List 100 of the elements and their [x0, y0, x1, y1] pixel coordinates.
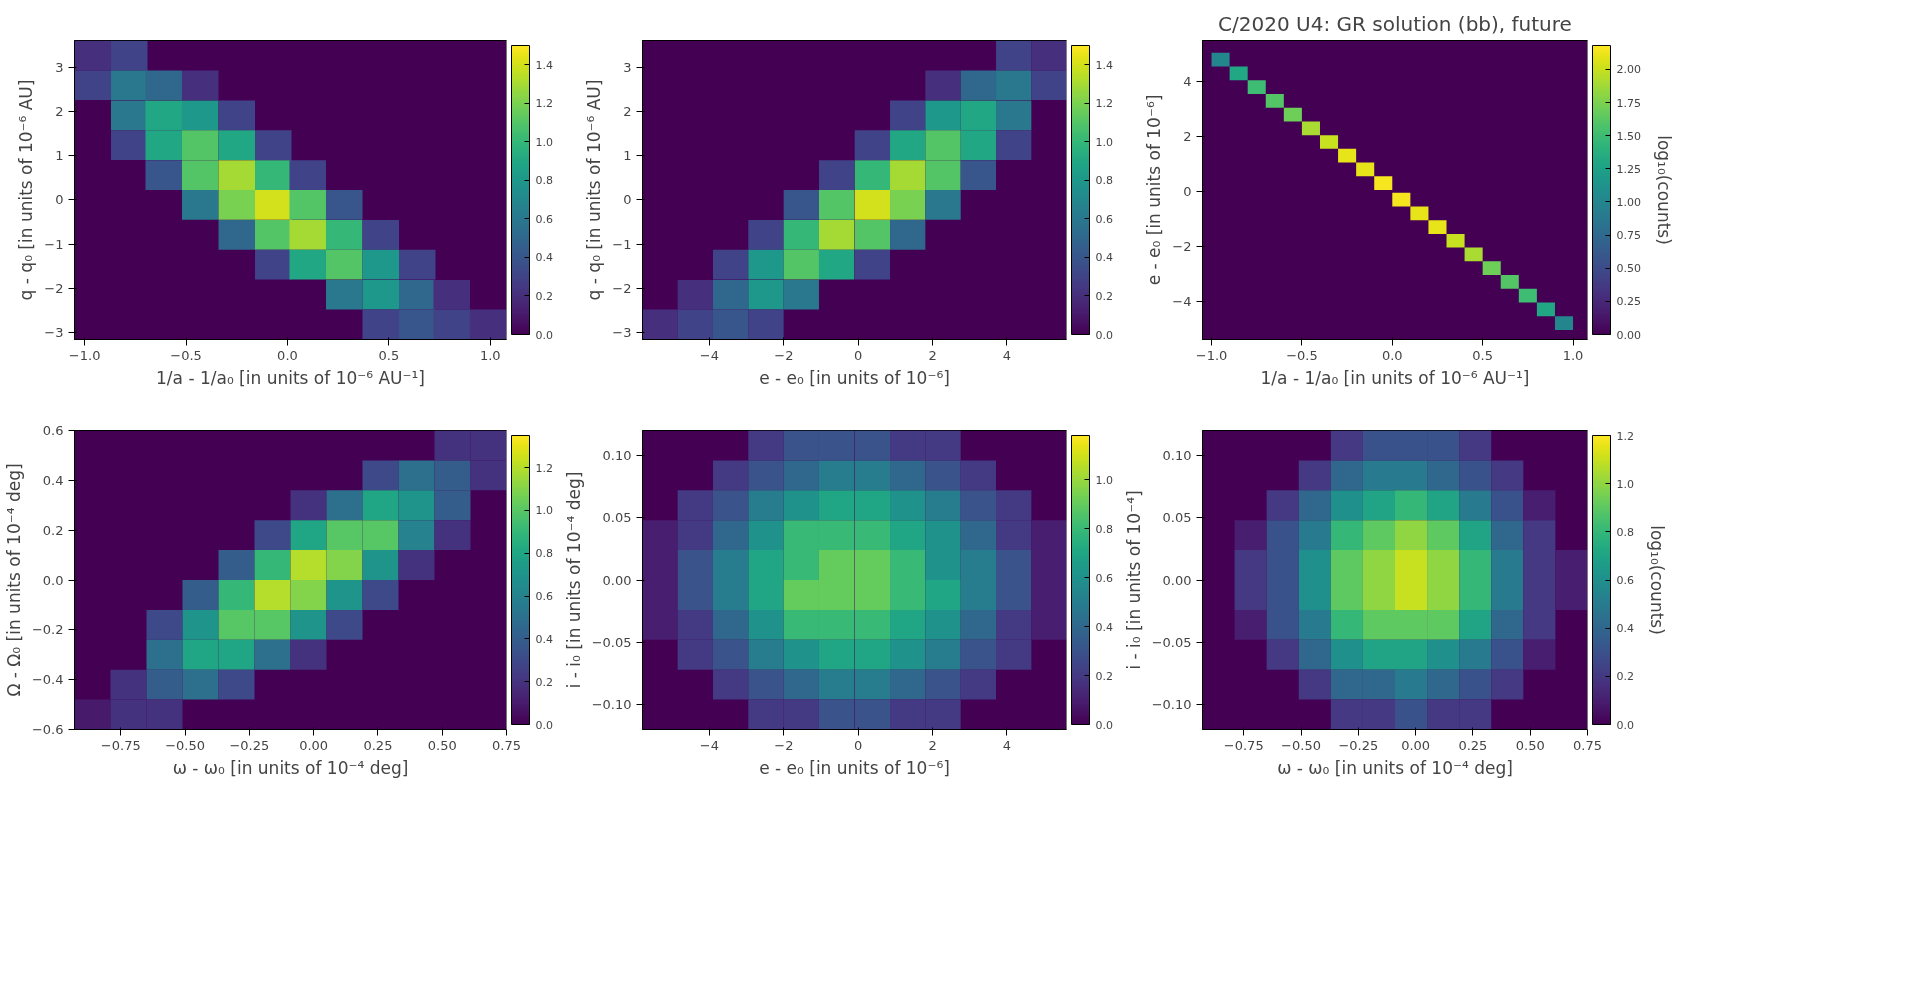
x-tick-label: −0.75 [100, 737, 141, 753]
y-tick-label: 2 [55, 103, 64, 119]
x-tick-label: −0.5 [170, 347, 202, 363]
color-bar-label: 1.4 [1095, 58, 1113, 72]
y-tick-label: −3 [44, 325, 64, 341]
color-bar-label: 0.0 [535, 718, 553, 732]
color-bar-label: 1.0 [1095, 473, 1113, 487]
color-bar-label: 0.0 [1616, 718, 1634, 732]
color-bar-label: 1.4 [535, 58, 553, 72]
x-axis-title: ω - ω₀ [in units of 10⁻⁴ deg] [172, 757, 409, 778]
color-bar-label: 0.6 [1616, 574, 1634, 587]
color-bar-label: 1.75 [1616, 96, 1641, 110]
x-tick-label: −0.25 [1338, 737, 1379, 753]
x-axis-title: e - e₀ [in units of 10⁻⁶] [759, 757, 950, 778]
y-tick-label: 0.6 [42, 423, 64, 438]
x-tick-label: −0.50 [165, 737, 205, 753]
color-bar-label: 1.2 [1095, 97, 1113, 111]
chart-title: C/2020 U4: GR solution (bb), future [1218, 11, 1572, 36]
color-bar-label: 1.00 [1616, 195, 1641, 209]
color-bar-title: log₁₀(counts) [1653, 135, 1674, 245]
color-bar-label: 0.2 [1616, 670, 1634, 684]
color-bar-label: 0.6 [1095, 571, 1113, 585]
color-bar-label: 0.6 [1095, 212, 1113, 226]
y-tick-label: 1 [55, 148, 64, 164]
color-bar-label: 1.2 [1616, 429, 1634, 443]
y-tick-label: 0.4 [42, 472, 64, 488]
y-tick-label: 0 [1183, 183, 1192, 199]
x-tick-label: −2 [774, 347, 794, 363]
y-tick-label: −0.4 [31, 672, 64, 688]
y-tick-label: 2 [623, 103, 632, 119]
y-tick-label: 0.10 [602, 447, 632, 463]
color-bar-label: 0.0 [535, 328, 553, 342]
color-bar-label: 0.2 [1095, 669, 1113, 683]
y-tick-label: −2 [44, 281, 64, 297]
y-tick-label: −0.6 [31, 722, 64, 737]
color-bar-label: 0.8 [1095, 174, 1113, 188]
y-tick-label: 1 [623, 148, 632, 164]
y-tick-label: −0.10 [1151, 697, 1192, 713]
x-tick-label: 0.00 [1401, 737, 1431, 753]
y-tick-label: −0.05 [591, 634, 632, 650]
x-tick-label: −4 [699, 737, 720, 753]
x-axis-title: ω - ω₀ [in units of 10⁻⁴ deg] [1277, 757, 1513, 778]
color-bar-label: 0.00 [1616, 328, 1641, 342]
x-tick-label: 0 [854, 347, 863, 363]
y-tick-label: −1 [44, 236, 64, 252]
y-tick-label: −2 [612, 281, 632, 297]
color-bar-label: 1.25 [1616, 162, 1641, 176]
x-tick-label: 0.75 [492, 737, 521, 753]
color-bar-label: 0.6 [535, 212, 553, 226]
x-tick-label: 0.5 [1472, 347, 1494, 363]
x-axis-title: 1/a - 1/a₀ [in units of 10⁻⁶ AU⁻¹] [156, 367, 425, 388]
color-bar-label: 0.4 [1095, 620, 1113, 634]
x-tick-label: 0.0 [1381, 347, 1403, 363]
color-bar-label: 0.4 [535, 251, 553, 265]
x-tick-label: 1.0 [1562, 347, 1584, 363]
x-tick-label: −2 [774, 737, 794, 753]
y-tick-label: 0 [623, 192, 632, 208]
y-axis-title: q - q₀ [in units of 10⁻⁶ AU] [16, 79, 37, 301]
color-bar-label: 0.8 [1616, 525, 1634, 539]
color-bar-label: 0.4 [1616, 622, 1634, 636]
y-tick-label: −0.05 [1151, 634, 1192, 650]
color-bar-label: 1.0 [1095, 135, 1113, 149]
color-bar-label: 0.2 [535, 289, 553, 303]
y-tick-label: −3 [612, 325, 632, 341]
x-tick-label: −1.0 [1195, 347, 1228, 363]
color-bar-label: 1.2 [535, 97, 553, 111]
y-axis-title: q - q₀ [in units of 10⁻⁶ AU] [584, 79, 605, 301]
y-tick-label: 0.2 [42, 522, 64, 538]
y-tick-label: 0.05 [1162, 510, 1192, 526]
color-bar-label: 0.4 [1095, 251, 1113, 265]
x-axis-title: 1/a - 1/a₀ [in units of 10⁻⁶ AU⁻¹] [1260, 367, 1530, 388]
y-tick-label: −4 [1172, 293, 1192, 309]
x-tick-label: 0.50 [427, 737, 457, 753]
x-tick-label: 0.25 [363, 737, 393, 753]
x-tick-label: 2 [928, 347, 937, 363]
x-tick-label: −1.0 [68, 347, 101, 363]
x-tick-label: −4 [699, 347, 720, 363]
x-tick-label: 0.5 [378, 347, 400, 363]
color-bar-label: 0.0 [1095, 328, 1113, 342]
x-tick-label: 0.75 [1573, 737, 1602, 753]
y-tick-label: −2 [1172, 238, 1192, 254]
x-tick-label: −0.5 [1286, 347, 1318, 363]
x-tick-label: −0.25 [229, 737, 270, 753]
color-bar-label: 0.75 [1616, 229, 1641, 243]
y-tick-label: −1 [612, 236, 632, 252]
color-bar-label: 0.25 [1616, 295, 1641, 309]
color-bar-label: 1.0 [535, 135, 553, 149]
color-bar-label: 1.0 [1616, 477, 1634, 491]
y-tick-label: 4 [1183, 74, 1192, 90]
color-bar-label: 0.0 [1095, 718, 1113, 732]
x-tick-label: 4 [1002, 347, 1012, 363]
color-bar-title: log₁₀(counts) [1646, 525, 1667, 635]
color-bar-label: 0.8 [535, 547, 553, 561]
color-bar-label: 0.8 [1095, 522, 1113, 536]
y-tick-label: 0 [55, 192, 64, 208]
color-bar-label: 0.4 [535, 632, 553, 646]
x-tick-label: −0.50 [1281, 737, 1321, 753]
y-tick-label: −0.10 [591, 697, 632, 713]
x-tick-label: −0.75 [1223, 737, 1264, 753]
x-tick-label: 2 [928, 737, 937, 753]
